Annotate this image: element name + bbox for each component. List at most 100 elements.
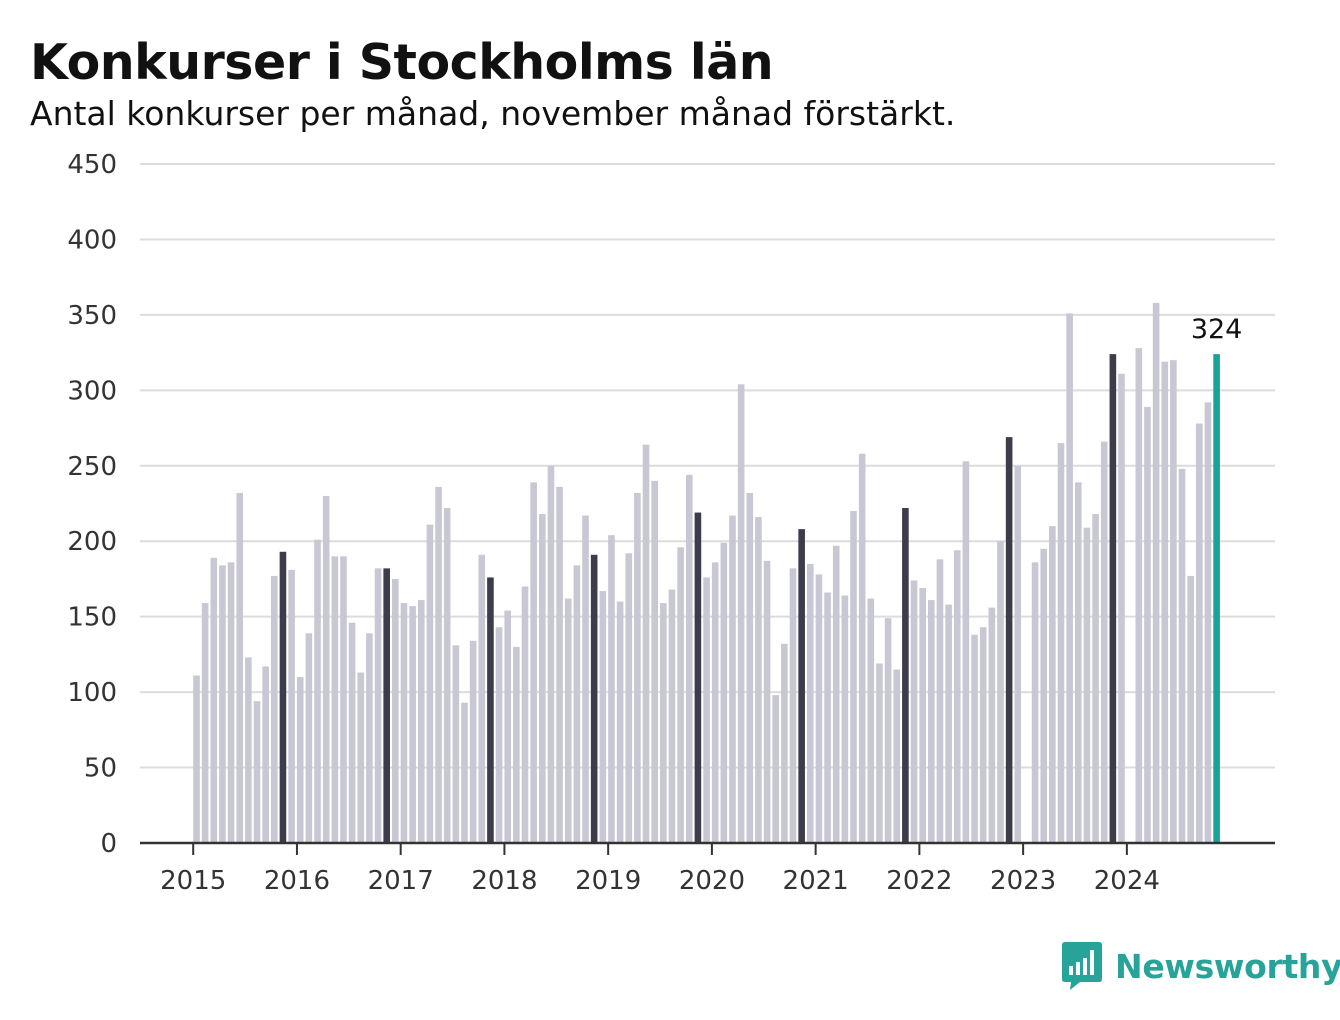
bar bbox=[443, 508, 451, 843]
bar bbox=[763, 560, 771, 843]
bar bbox=[253, 701, 261, 843]
bar bbox=[582, 515, 589, 843]
bar bbox=[201, 603, 209, 843]
x-tick-label: 2022 bbox=[886, 866, 952, 896]
bar bbox=[1144, 406, 1151, 843]
bar bbox=[348, 622, 356, 843]
bar bbox=[979, 627, 987, 843]
bar bbox=[452, 645, 460, 843]
bar bbox=[1204, 402, 1212, 843]
bar bbox=[876, 663, 883, 843]
bar bbox=[487, 577, 494, 843]
x-tick-label: 2019 bbox=[575, 866, 641, 896]
bar bbox=[193, 675, 200, 843]
bar bbox=[1092, 514, 1099, 843]
bar bbox=[417, 600, 425, 843]
y-tick-label: 350 bbox=[67, 301, 117, 331]
bar bbox=[461, 702, 468, 843]
bar bbox=[314, 539, 321, 843]
bar bbox=[1170, 360, 1177, 843]
bar bbox=[953, 550, 961, 843]
bar bbox=[651, 480, 658, 843]
y-tick-label: 150 bbox=[67, 603, 117, 633]
bar bbox=[564, 598, 572, 843]
bar bbox=[1040, 548, 1048, 843]
bar bbox=[426, 524, 434, 843]
bar bbox=[374, 568, 382, 843]
bar bbox=[608, 535, 615, 843]
bar bbox=[893, 669, 901, 843]
bar bbox=[1014, 465, 1022, 843]
x-tick-label: 2016 bbox=[264, 866, 330, 896]
bar bbox=[936, 559, 944, 843]
bar bbox=[858, 453, 866, 843]
bar bbox=[737, 384, 745, 843]
bar bbox=[279, 551, 287, 843]
bar bbox=[789, 568, 797, 843]
bar bbox=[798, 529, 805, 843]
bar bbox=[288, 569, 295, 843]
bar bbox=[556, 486, 563, 843]
y-tick-label: 450 bbox=[67, 150, 117, 180]
bar bbox=[1074, 482, 1082, 843]
bar bbox=[841, 595, 849, 843]
y-tick-label: 0 bbox=[100, 829, 117, 859]
bar bbox=[677, 547, 684, 843]
bar bbox=[711, 562, 719, 843]
bar bbox=[227, 562, 235, 843]
newsworthy-logo: Newsworthy bbox=[1062, 942, 1340, 990]
bar bbox=[642, 444, 650, 843]
bar bbox=[590, 554, 598, 843]
bar bbox=[435, 486, 442, 843]
bar bbox=[720, 542, 728, 843]
bar bbox=[478, 554, 486, 843]
chart-title: Konkurser i Stockholms län bbox=[30, 34, 774, 91]
value-label: 324 bbox=[1191, 314, 1243, 345]
bar bbox=[366, 633, 373, 843]
bar bbox=[945, 604, 952, 843]
bar bbox=[495, 627, 503, 843]
y-axis-ticks: 0 50 100 150 200 250 300 350 400 450 bbox=[67, 150, 117, 859]
x-tick-label: 2020 bbox=[679, 866, 745, 896]
bar bbox=[660, 603, 667, 843]
bar bbox=[815, 574, 823, 843]
bar bbox=[616, 601, 624, 843]
bar bbox=[357, 672, 365, 843]
bar bbox=[806, 563, 814, 843]
bar bbox=[919, 587, 926, 843]
bar bbox=[1066, 313, 1073, 843]
bar bbox=[910, 580, 918, 843]
bar bbox=[262, 666, 269, 843]
bar bbox=[1109, 354, 1117, 843]
bar bbox=[322, 495, 330, 843]
bar bbox=[997, 541, 1004, 843]
bar bbox=[668, 589, 676, 843]
chart-subtitle: Antal konkurser per månad, november måna… bbox=[30, 94, 956, 133]
y-tick-label: 100 bbox=[67, 678, 117, 708]
bar bbox=[296, 677, 304, 843]
bar bbox=[513, 646, 520, 843]
bar bbox=[1152, 302, 1160, 844]
bar bbox=[1213, 354, 1220, 843]
bar bbox=[599, 591, 607, 843]
bar bbox=[867, 598, 875, 843]
bar bbox=[703, 577, 710, 843]
bar bbox=[392, 578, 399, 843]
annotation: 324 bbox=[1191, 314, 1243, 345]
y-tick-label: 200 bbox=[67, 527, 117, 557]
bar bbox=[1118, 373, 1125, 843]
y-tick-label: 50 bbox=[84, 754, 117, 784]
bar bbox=[331, 556, 339, 843]
bar bbox=[219, 565, 226, 843]
bar bbox=[521, 586, 529, 843]
bar bbox=[971, 634, 978, 843]
bar bbox=[547, 465, 555, 843]
y-tick-label: 300 bbox=[67, 376, 117, 406]
bar bbox=[236, 492, 244, 843]
bar bbox=[755, 517, 762, 843]
bar bbox=[928, 600, 935, 843]
bar bbox=[1161, 361, 1169, 843]
bar bbox=[1031, 562, 1039, 843]
x-tick-label: 2015 bbox=[160, 866, 226, 896]
